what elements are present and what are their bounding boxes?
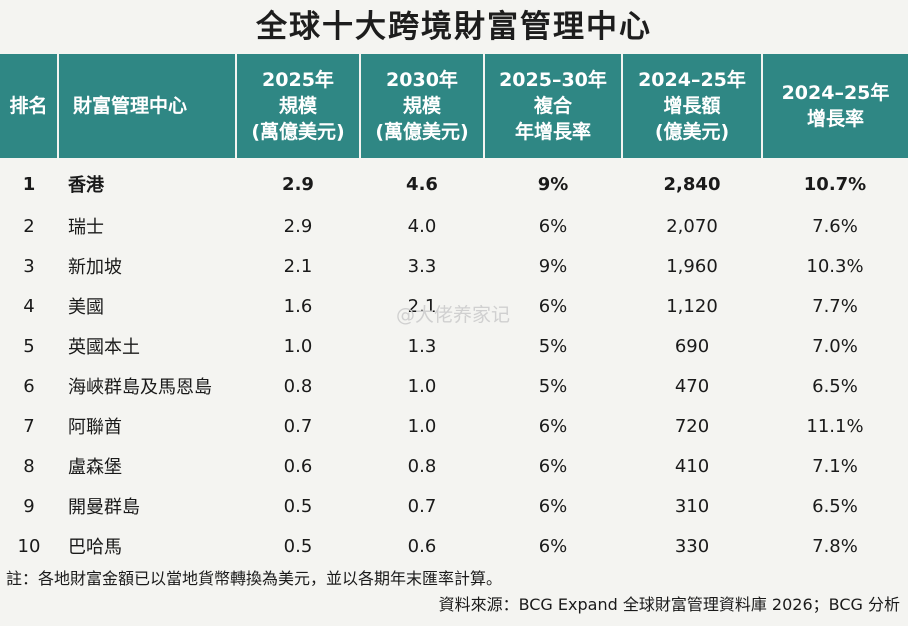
wealth-centers-table: 排名 財富管理中心 2025年 規模 (萬億美元) 2030年 規模 (萬億美元… [0, 54, 908, 566]
header-row: 排名 財富管理中心 2025年 規模 (萬億美元) 2030年 規模 (萬億美元… [0, 54, 908, 158]
cell-center: 海峽群島及馬恩島 [68, 377, 212, 398]
cell-center: 瑞士 [68, 217, 104, 238]
cell-growth-amount: 410 [674, 455, 710, 477]
cell-growth-rate: 7.8% [812, 535, 858, 557]
cell-cagr: 6% [538, 535, 568, 557]
cell-growth-amount: 310 [674, 495, 710, 517]
footnote: 註：各地財富金額已以當地貨幣轉換為美元，並以各期年末匯率計算。 [6, 569, 503, 588]
table-row: 5 英國本土 1.0 1.3 5% 690 7.0% [0, 326, 908, 366]
cell-center: 英國本土 [68, 337, 140, 358]
table-row: 7 阿聯酋 0.7 1.0 6% 720 11.1% [0, 406, 908, 446]
table-row: 4 美國 1.6 2.1 6% 1,120 7.7% [0, 286, 908, 326]
cell-growth-rate: 6.5% [812, 375, 858, 397]
cell-center: 巴哈馬 [68, 537, 122, 558]
cell-rank: 2 [23, 215, 35, 237]
cell-rank: 3 [23, 255, 35, 277]
cell-growth-amount: 690 [674, 335, 710, 357]
header-rank: 排名 [0, 54, 58, 158]
table-row: 1 香港 2.9 4.6 9% 2,840 10.7% [0, 158, 908, 206]
cell-growth-rate: 6.5% [812, 495, 858, 517]
cell-center: 開曼群島 [68, 497, 140, 518]
cell-cagr: 6% [538, 295, 568, 317]
table-row: 6 海峽群島及馬恩島 0.8 1.0 5% 470 6.5% [0, 366, 908, 406]
cell-growth-rate: 10.7% [803, 173, 867, 195]
cell-growth-amount: 470 [674, 375, 710, 397]
cell-size-2030: 1.3 [407, 335, 437, 357]
cell-size-2030: 4.6 [406, 173, 438, 195]
cell-growth-amount: 1,120 [666, 295, 718, 317]
cell-rank: 1 [22, 173, 36, 195]
cell-size-2025: 0.6 [283, 455, 313, 477]
cell-size-2025: 2.9 [282, 173, 314, 195]
cell-size-2030: 0.7 [407, 495, 437, 517]
cell-growth-rate: 7.0% [812, 335, 858, 357]
cell-cagr: 6% [538, 455, 568, 477]
table-row: 3 新加坡 2.1 3.3 9% 1,960 10.3% [0, 246, 908, 286]
cell-growth-amount: 1,960 [666, 255, 718, 277]
table-row: 10 巴哈馬 0.5 0.6 6% 330 7.8% [0, 526, 908, 566]
cell-size-2030: 0.8 [407, 455, 437, 477]
watermark: @大佬养家记 [396, 304, 511, 326]
cell-rank: 10 [17, 535, 41, 557]
cell-growth-amount: 2,070 [666, 215, 718, 237]
cell-rank: 6 [23, 375, 35, 397]
cell-cagr: 5% [538, 375, 568, 397]
cell-size-2025: 2.9 [283, 215, 313, 237]
header-size-2030: 2030年 規模 (萬億美元) [359, 54, 484, 158]
page-title: 全球十大跨境財富管理中心 [256, 9, 652, 45]
header-growth-amount: 2024–25年 增長額 (億美元) [621, 54, 762, 158]
cell-cagr: 5% [538, 335, 568, 357]
cell-rank: 4 [23, 295, 35, 317]
cell-growth-rate: 10.3% [806, 255, 864, 277]
header-center: 財富管理中心 [57, 54, 236, 158]
cell-rank: 5 [23, 335, 35, 357]
source-credit: 資料來源：BCG Expand 全球財富管理資料庫 2026；BCG 分析 [438, 595, 900, 614]
cell-growth-rate: 7.7% [812, 295, 858, 317]
cell-center: 香港 [68, 175, 104, 196]
cell-size-2030: 2.1 [407, 295, 437, 317]
cell-growth-rate: 7.6% [812, 215, 858, 237]
cell-growth-amount: 720 [674, 415, 710, 437]
cell-size-2025: 0.8 [283, 375, 313, 397]
cell-growth-rate: 11.1% [806, 415, 864, 437]
cell-rank: 9 [23, 495, 35, 517]
cell-size-2030: 3.3 [407, 255, 437, 277]
cell-cagr: 9% [537, 173, 569, 195]
cell-cagr: 6% [538, 215, 568, 237]
cell-size-2025: 0.7 [283, 415, 313, 437]
cell-center: 阿聯酋 [68, 417, 122, 438]
cell-size-2030: 1.0 [407, 415, 437, 437]
table-row: 8 盧森堡 0.6 0.8 6% 410 7.1% [0, 446, 908, 486]
cell-cagr: 9% [538, 255, 568, 277]
cell-size-2025: 1.6 [283, 295, 313, 317]
cell-center: 美國 [68, 297, 104, 318]
header-growth-rate: 2024–25年 增長率 [761, 54, 908, 158]
cell-growth-rate: 7.1% [812, 455, 858, 477]
table-row: 9 開曼群島 0.5 0.7 6% 310 6.5% [0, 486, 908, 526]
cell-cagr: 6% [538, 495, 568, 517]
header-size-2025: 2025年 規模 (萬億美元) [235, 54, 360, 158]
cell-size-2030: 0.6 [407, 535, 437, 557]
cell-size-2025: 2.1 [283, 255, 313, 277]
cell-growth-amount: 330 [674, 535, 710, 557]
cell-rank: 8 [23, 455, 35, 477]
table-row: 2 瑞士 2.9 4.0 6% 2,070 7.6% [0, 206, 908, 246]
cell-growth-amount: 2,840 [663, 173, 721, 195]
cell-rank: 7 [23, 415, 35, 437]
header-cagr: 2025–30年 複合 年增長率 [483, 54, 622, 158]
cell-size-2025: 0.5 [283, 535, 313, 557]
cell-size-2030: 1.0 [407, 375, 437, 397]
cell-size-2025: 1.0 [283, 335, 313, 357]
cell-center: 新加坡 [68, 257, 122, 278]
cell-center: 盧森堡 [68, 457, 122, 478]
cell-size-2025: 0.5 [283, 495, 313, 517]
cell-size-2030: 4.0 [407, 215, 437, 237]
cell-cagr: 6% [538, 415, 568, 437]
